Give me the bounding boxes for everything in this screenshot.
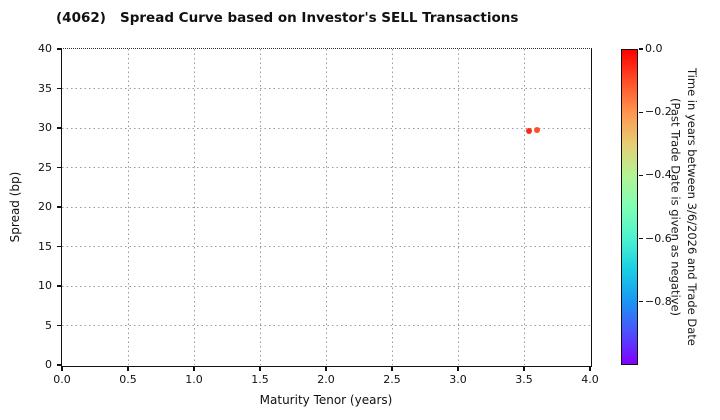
- horizontal-gridline: [62, 127, 590, 129]
- y-axis-label: Spread (bp): [8, 171, 22, 243]
- x-tick-label: 0.5: [119, 373, 137, 386]
- horizontal-gridline: [62, 167, 590, 168]
- y-tick-label: 40: [38, 42, 52, 55]
- x-tick: [457, 366, 459, 371]
- colorbar-tick-label: −0.6: [645, 231, 672, 245]
- colorbar-tick: [639, 111, 643, 113]
- colorbar-tick: [639, 301, 643, 303]
- y-tick: [56, 285, 61, 287]
- x-tick-label: 3.0: [449, 373, 467, 386]
- x-tick: [391, 366, 393, 371]
- y-tick: [56, 206, 61, 208]
- y-tick-label: 25: [38, 160, 52, 174]
- y-tick-label: 30: [38, 121, 52, 134]
- x-tick-label: 1.5: [251, 373, 269, 386]
- x-tick-label: 2.5: [383, 373, 401, 386]
- y-tick-label: 0: [45, 358, 52, 371]
- x-tick: [193, 366, 195, 371]
- data-point: [534, 126, 541, 133]
- y-tick: [56, 48, 61, 50]
- horizontal-gridline: [62, 206, 590, 208]
- horizontal-gridline: [62, 325, 590, 326]
- colorbar-tick-label: −0.2: [645, 105, 672, 119]
- y-tick: [56, 324, 61, 327]
- y-tick: [56, 166, 61, 169]
- y-tick-label: 15: [38, 239, 52, 253]
- colorbar-tick-label: −0.4: [645, 168, 672, 182]
- colorbar: [621, 49, 638, 365]
- colorbar-label: Time in years between 3/6/2026 and Trade…: [667, 49, 700, 365]
- x-tick: [325, 366, 327, 371]
- y-tick-label: 35: [38, 81, 52, 95]
- x-tick: [259, 366, 261, 371]
- colorbar-tick: [639, 174, 643, 176]
- x-axis-label: Maturity Tenor (years): [259, 393, 393, 407]
- y-tick: [56, 87, 61, 90]
- x-tick: [589, 366, 591, 371]
- y-tick-label: 10: [38, 279, 52, 292]
- colorbar-tick: [639, 48, 643, 50]
- horizontal-gridline: [62, 246, 590, 247]
- y-tick-label: 5: [45, 318, 52, 332]
- colorbar-label-line2: (Past Trade Date is given as negative): [668, 97, 683, 317]
- data-point: [526, 128, 533, 135]
- x-tick-label: 1.0: [185, 373, 203, 386]
- horizontal-gridline: [62, 285, 590, 287]
- x-tick: [61, 366, 63, 371]
- colorbar-tick-label: −0.8: [645, 294, 672, 308]
- colorbar-label-line1: Time in years between 3/6/2026 and Trade…: [685, 68, 699, 346]
- y-tick: [56, 245, 61, 248]
- x-tick-label: 4.0: [581, 373, 599, 386]
- chart-title: (4062) Spread Curve based on Investor's …: [56, 10, 519, 26]
- y-tick: [56, 364, 61, 366]
- x-tick-label: 2.0: [317, 373, 335, 386]
- x-tick-label: 0.0: [53, 373, 71, 386]
- colorbar-tick: [639, 238, 643, 240]
- horizontal-gridline: [62, 88, 590, 89]
- x-tick-label: 3.5: [515, 373, 533, 386]
- y-tick: [56, 127, 61, 129]
- x-tick: [127, 366, 129, 371]
- colorbar-tick-label: 0.0: [645, 42, 663, 55]
- x-tick: [523, 366, 525, 371]
- y-tick-label: 20: [38, 200, 52, 213]
